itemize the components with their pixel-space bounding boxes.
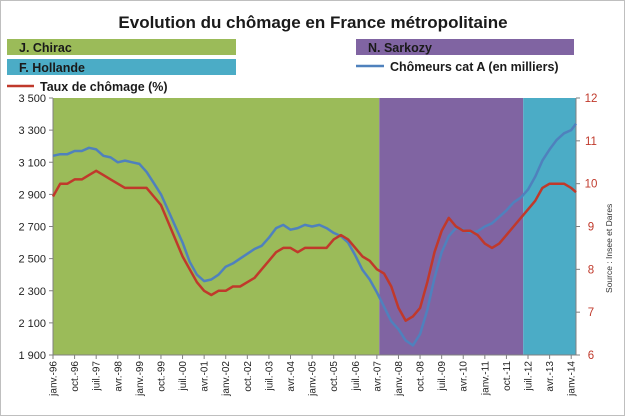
x-tick-label: oct.-99: [156, 361, 167, 392]
left-tick-label: 1 900: [18, 350, 46, 362]
legend-label-chomeurs: Chômeurs cat A (en milliers): [390, 60, 559, 74]
chart-title: Evolution du chômage en France métropoli…: [118, 13, 507, 32]
left-tick-label: 3 300: [18, 125, 46, 137]
x-tick-label: juil.-00: [178, 361, 189, 392]
x-tick-label: janv.-11: [480, 361, 491, 397]
x-tick-label: juil.-09: [437, 361, 448, 392]
period-band-3: [523, 98, 576, 355]
legend-label-chirac: J. Chirac: [19, 41, 72, 55]
x-tick-label: janv.-02: [221, 361, 232, 397]
left-tick-label: 2 300: [18, 286, 46, 298]
x-tick-label: oct.-02: [243, 361, 254, 392]
period-band-1: [53, 98, 380, 355]
source-note: Source : Insee et Dares: [604, 204, 614, 293]
x-tick-label: janv.-05: [308, 361, 319, 397]
left-tick-label: 2 700: [18, 222, 46, 234]
x-tick-labels: janv.-96 oct.-96 juil.-97 avr.-98 janv.-99 oc…: [49, 355, 578, 397]
x-tick-label: avr.-04: [286, 361, 297, 392]
x-tick-label: oct.-96: [70, 361, 81, 392]
x-tick-label: juil.-12: [524, 361, 535, 392]
left-tick-label: 2 900: [18, 189, 46, 201]
x-tick-label: oct.-05: [329, 361, 340, 392]
right-tick-label: 12: [585, 93, 598, 105]
right-tick-label: 8: [588, 264, 594, 276]
x-tick-label: janv.-08: [394, 361, 405, 397]
x-tick-label: oct.-11: [502, 361, 513, 391]
legend-swatch-sarkozy: [356, 39, 574, 55]
x-tick-label: avr.-13: [545, 361, 556, 392]
x-tick-label: juil.-06: [351, 361, 362, 392]
x-tick-label: avr.-01: [200, 361, 211, 392]
left-tick-label: 3 100: [18, 157, 46, 169]
left-tick-label: 2 100: [18, 318, 46, 330]
series-line-taux: [51, 169, 577, 322]
data-series: [51, 122, 578, 347]
legend-swatch-chirac: [7, 39, 236, 55]
legend: J. Chirac N. Sarkozy F. Hollande Chômeur…: [7, 39, 574, 94]
x-tick-label: oct.-08: [416, 361, 427, 392]
period-bands: [53, 98, 576, 355]
series-line-chomeurs: [52, 122, 578, 347]
axes: 1 900 2 100 2 300 2 500 2 700 2 900 3 100 3 300…: [18, 93, 597, 362]
period-band-2: [379, 98, 524, 355]
right-tick-label: 10: [585, 179, 598, 191]
right-tick-label: 9: [588, 222, 594, 234]
x-tick-label: juil.-03: [264, 361, 275, 392]
right-tick-label: 7: [588, 307, 594, 319]
x-tick-label: avr.-98: [113, 361, 124, 392]
x-tick-label: juil.-97: [92, 361, 103, 392]
legend-label-sarkozy: N. Sarkozy: [368, 41, 432, 55]
x-tick-label: avr.-10: [459, 361, 470, 392]
right-tick-label: 11: [585, 136, 597, 148]
legend-label-hollande: F. Hollande: [19, 61, 85, 75]
left-tick-label: 3 500: [18, 93, 46, 105]
x-tick-label: avr.-07: [372, 361, 383, 392]
legend-swatch-hollande: [7, 59, 236, 75]
x-tick-label: janv.-99: [135, 361, 146, 397]
left-tick-label: 2 500: [18, 254, 46, 266]
right-tick-label: 6: [588, 350, 594, 362]
x-tick-label: janv.-14: [567, 361, 578, 397]
x-tick-label: janv.-96: [49, 361, 60, 397]
legend-label-taux: Taux de chômage (%): [40, 80, 168, 94]
